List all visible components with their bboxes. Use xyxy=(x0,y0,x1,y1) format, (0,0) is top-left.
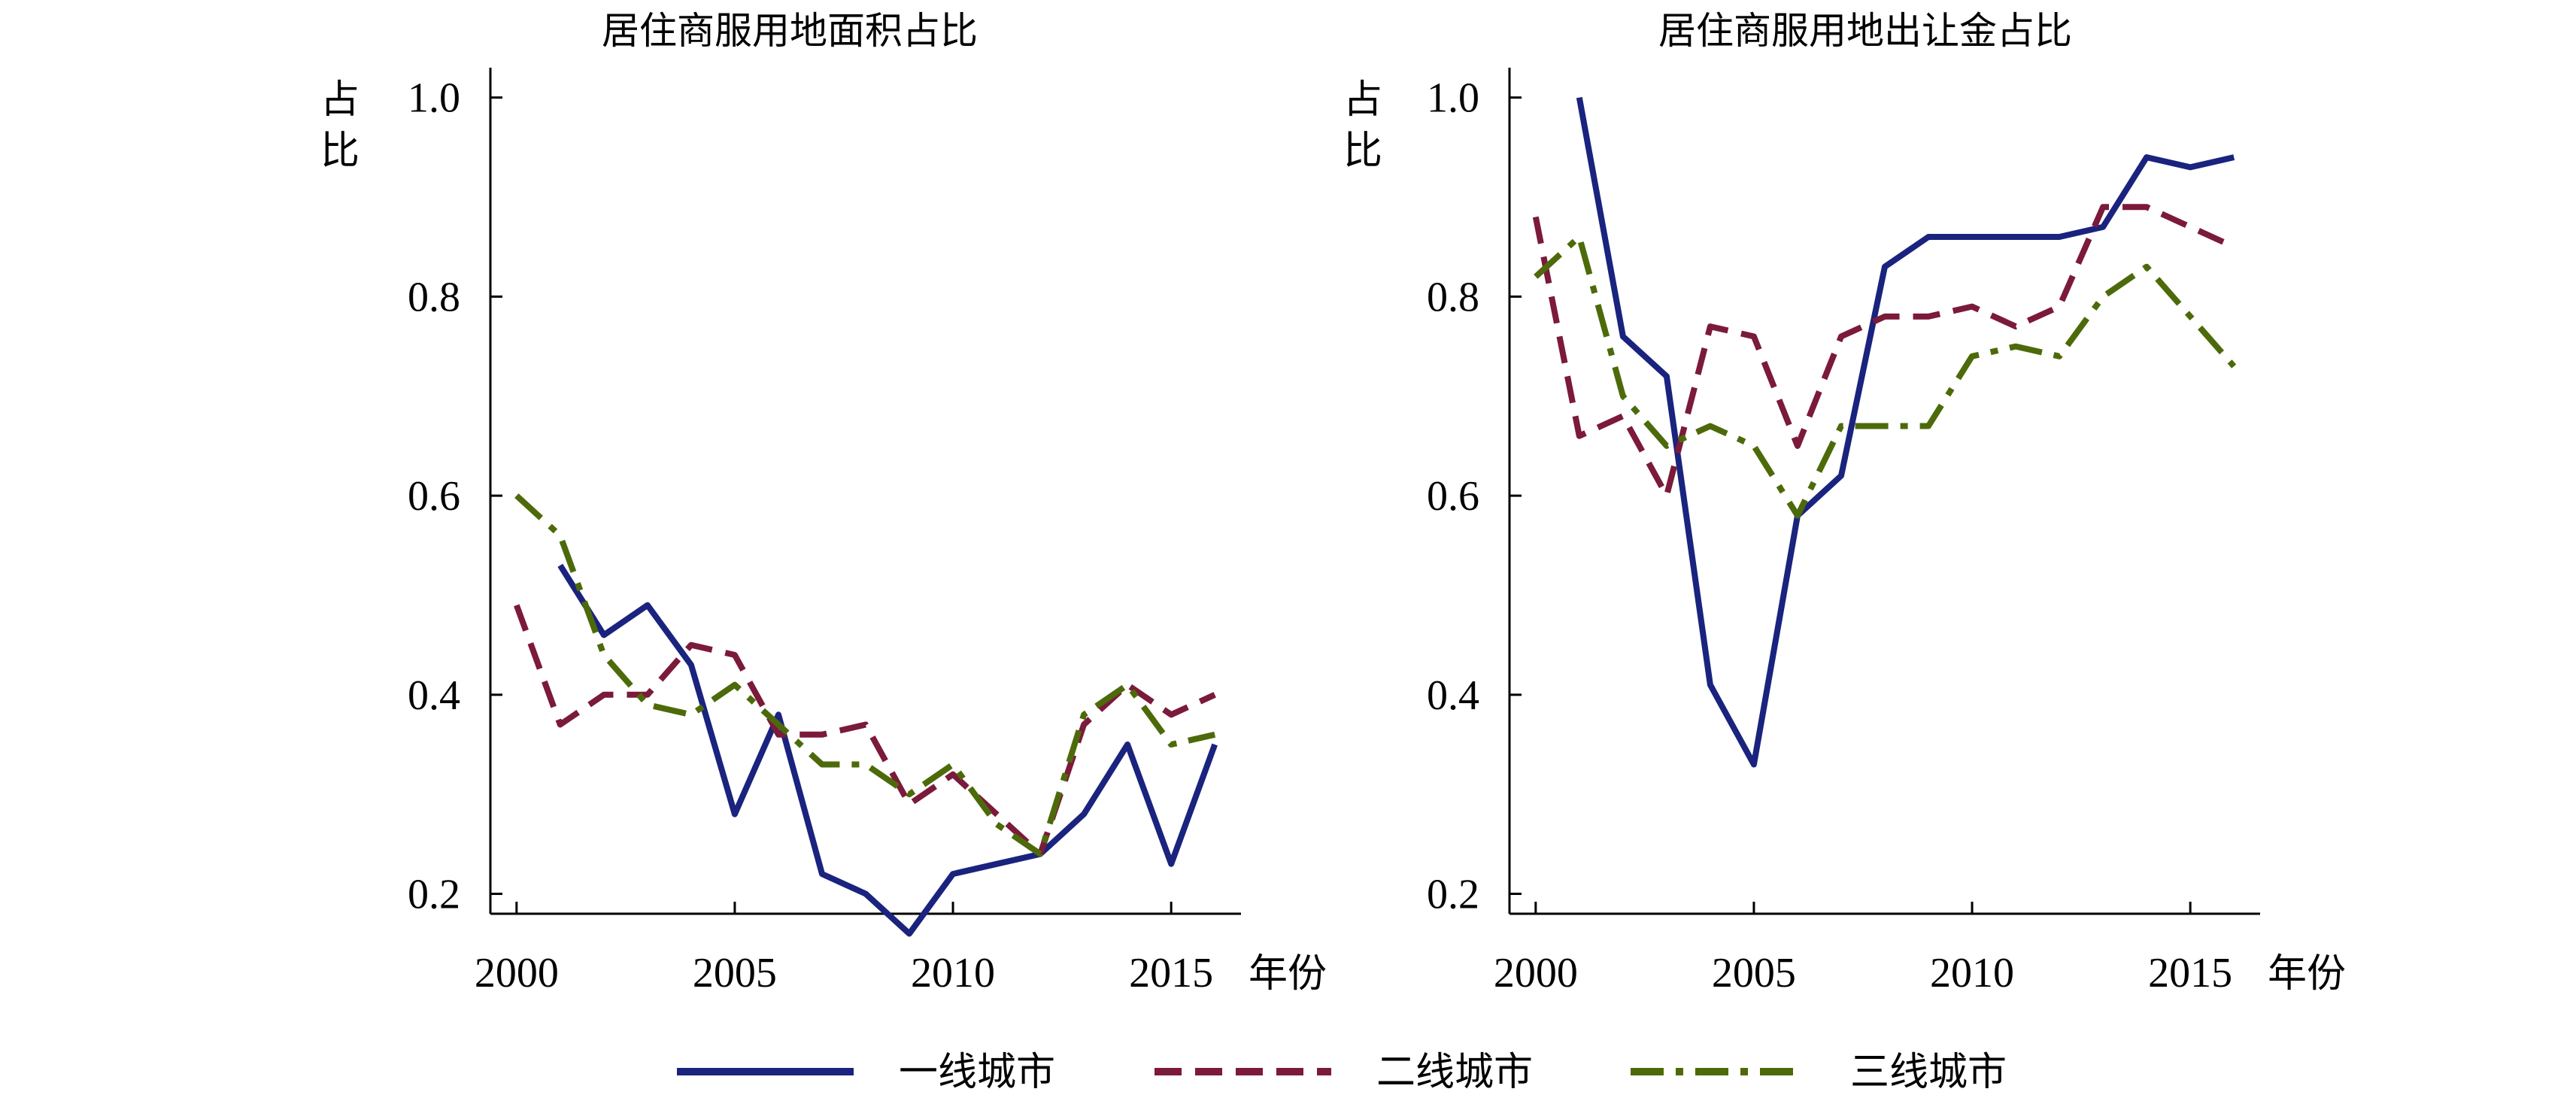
legend: 一线城市 二线城市 三线城市 xyxy=(677,1050,2007,1095)
y-tick-label: 1.0 xyxy=(408,75,460,122)
legend-label-tier3: 三线城市 xyxy=(1850,1050,2007,1095)
y-ticks: 0.2 0.4 0.6 0.8 1.0 xyxy=(408,75,502,918)
y-tick-label: 0.4 xyxy=(1427,672,1479,719)
y-tick-label: 0.8 xyxy=(408,274,460,320)
y-axis-label-char-2: 比 xyxy=(320,129,360,174)
x-tick-label: 2015 xyxy=(2148,950,2232,996)
x-tick-label: 2010 xyxy=(1930,950,2014,996)
legend-label-tier2: 二线城市 xyxy=(1376,1050,1533,1095)
series-line-3 xyxy=(1534,234,2237,519)
y-axis-label-char-1: 占 xyxy=(1343,77,1382,123)
series-group xyxy=(514,493,1218,937)
x-tick-label: 2005 xyxy=(693,950,777,996)
y-axis-label-char-1: 占 xyxy=(320,77,360,123)
x-tick-label: 2015 xyxy=(1129,950,1213,996)
chart-title: 居住商服用地面积占比 xyxy=(602,9,978,53)
y-tick-label: 0.6 xyxy=(408,473,460,520)
axes xyxy=(489,68,1241,915)
series-line-2 xyxy=(1532,204,2235,499)
y-tick-label: 0.6 xyxy=(1427,473,1479,520)
chart-area-land: 居住商服用地面积占比 占 比 年份 0.20.40.60.81.0 2000 20… xyxy=(320,9,1327,996)
series-line-1 xyxy=(557,563,1218,937)
y-axis-label-char-2: 比 xyxy=(1343,129,1382,174)
y-tick-label: 1.0 xyxy=(1427,75,1479,122)
y-tick-label: 0.4 xyxy=(408,672,460,719)
axes xyxy=(1508,68,2260,915)
x-ticks: 2000 2005 2010 2015 xyxy=(475,902,1213,996)
x-axis-label: 年份 xyxy=(2268,951,2346,996)
x-tick-label: 2005 xyxy=(1712,950,1796,996)
x-axis-label: 年份 xyxy=(1249,951,1327,996)
x-tick-label: 2010 xyxy=(911,950,995,996)
y-tick-label: 0.2 xyxy=(408,872,460,918)
series-line-2 xyxy=(514,604,1216,857)
chart-land-revenue: 居住商服用地出让金占比 占 比 年份 0.20.40.60.81.0 2000 2… xyxy=(1343,9,2346,996)
chart-title: 居住商服用地出让金占比 xyxy=(1658,9,2072,53)
x-tick-label: 2000 xyxy=(475,950,559,996)
x-ticks: 2000 2005 2010 2015 xyxy=(1494,902,2232,996)
series-line-3 xyxy=(514,493,1216,857)
y-tick-label: 0.2 xyxy=(1427,872,1479,918)
x-tick-label: 2000 xyxy=(1494,950,1578,996)
series-line-1 xyxy=(1576,96,2235,768)
legend-label-tier1: 一线城市 xyxy=(899,1050,1055,1095)
series-group xyxy=(1532,96,2237,768)
y-ticks: 0.2 0.4 0.6 0.8 1.0 xyxy=(1427,75,1522,918)
y-tick-label: 0.8 xyxy=(1427,274,1479,320)
